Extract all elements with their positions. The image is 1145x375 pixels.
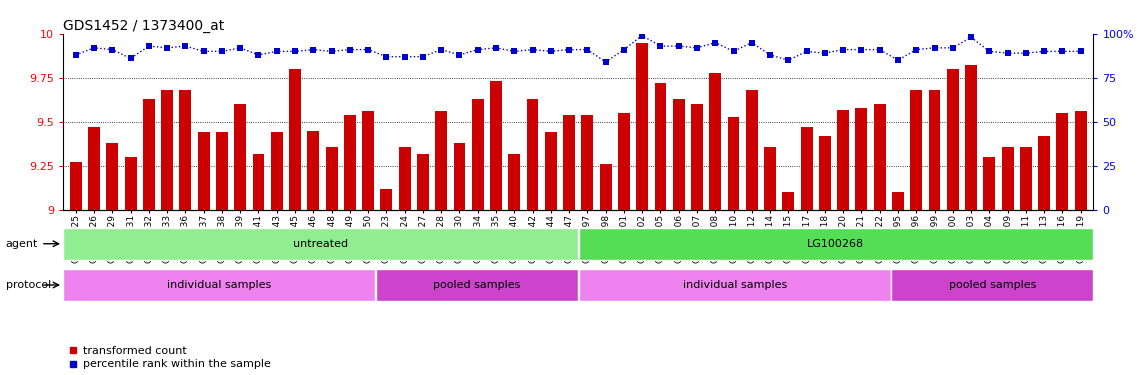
Bar bbox=[709, 72, 721, 210]
Bar bbox=[563, 115, 575, 210]
Text: untreated: untreated bbox=[293, 239, 348, 249]
Bar bbox=[362, 111, 374, 210]
Text: individual samples: individual samples bbox=[167, 280, 271, 290]
Bar bbox=[892, 192, 903, 210]
Bar bbox=[435, 111, 448, 210]
Bar bbox=[307, 131, 319, 210]
Bar bbox=[417, 154, 429, 210]
Text: agent: agent bbox=[6, 239, 38, 249]
Legend: transformed count, percentile rank within the sample: transformed count, percentile rank withi… bbox=[69, 346, 271, 369]
Bar bbox=[380, 189, 393, 210]
Bar bbox=[216, 132, 228, 210]
Bar bbox=[578, 269, 891, 301]
Bar bbox=[745, 90, 758, 210]
Bar bbox=[578, 228, 1093, 260]
Bar bbox=[344, 115, 356, 210]
Bar bbox=[198, 132, 210, 210]
Text: pooled samples: pooled samples bbox=[433, 280, 521, 290]
Bar bbox=[582, 115, 593, 210]
Bar bbox=[453, 143, 465, 210]
Text: GDS1452 / 1373400_at: GDS1452 / 1373400_at bbox=[63, 19, 224, 33]
Bar bbox=[855, 108, 868, 210]
Bar bbox=[618, 113, 630, 210]
Bar bbox=[1002, 147, 1013, 210]
Bar bbox=[235, 104, 246, 210]
Bar bbox=[655, 83, 666, 210]
Bar bbox=[63, 269, 376, 301]
Text: protocol: protocol bbox=[6, 280, 52, 290]
Bar bbox=[88, 127, 100, 210]
Bar bbox=[253, 154, 264, 210]
Bar bbox=[800, 127, 813, 210]
Bar bbox=[377, 269, 578, 301]
Bar bbox=[63, 228, 578, 260]
Bar bbox=[947, 69, 958, 210]
Bar bbox=[545, 132, 556, 210]
Bar bbox=[289, 69, 301, 210]
Bar bbox=[782, 192, 795, 210]
Bar bbox=[161, 90, 173, 210]
Bar bbox=[180, 90, 191, 210]
Bar bbox=[764, 147, 776, 210]
Bar bbox=[673, 99, 685, 210]
Bar bbox=[1057, 113, 1068, 210]
Bar bbox=[1020, 147, 1032, 210]
Bar bbox=[637, 43, 648, 210]
Bar bbox=[125, 157, 136, 210]
Bar bbox=[1075, 111, 1087, 210]
Bar bbox=[837, 110, 850, 210]
Bar bbox=[472, 99, 483, 210]
Bar bbox=[527, 99, 538, 210]
Bar bbox=[490, 81, 502, 210]
Bar bbox=[984, 157, 995, 210]
Bar bbox=[819, 136, 831, 210]
Text: LG100268: LG100268 bbox=[807, 239, 864, 249]
Bar bbox=[600, 164, 611, 210]
Bar bbox=[106, 143, 118, 210]
Bar bbox=[1039, 136, 1050, 210]
Bar bbox=[508, 154, 520, 210]
Bar bbox=[271, 132, 283, 210]
Bar bbox=[727, 117, 740, 210]
Text: individual samples: individual samples bbox=[682, 280, 787, 290]
Bar bbox=[910, 90, 922, 210]
Bar bbox=[965, 66, 977, 210]
Bar bbox=[143, 99, 155, 210]
Bar bbox=[692, 104, 703, 210]
Bar bbox=[874, 104, 885, 210]
Bar bbox=[325, 147, 338, 210]
Text: pooled samples: pooled samples bbox=[948, 280, 1036, 290]
Bar bbox=[892, 269, 1093, 301]
Bar bbox=[929, 90, 940, 210]
Bar bbox=[70, 162, 81, 210]
Bar bbox=[398, 147, 411, 210]
